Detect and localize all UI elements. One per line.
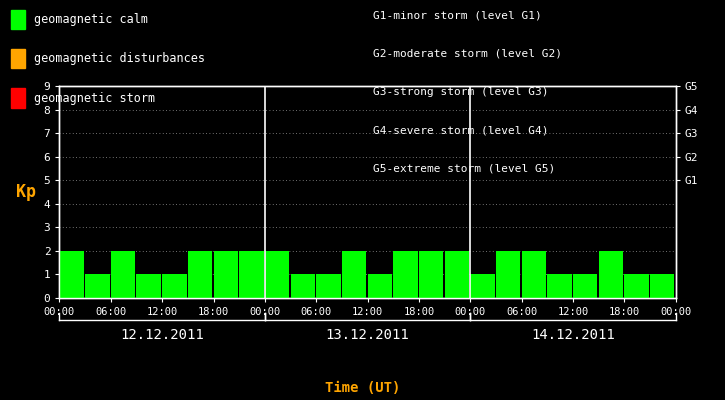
Bar: [573, 274, 597, 298]
Bar: [496, 251, 521, 298]
Bar: [239, 251, 264, 298]
Bar: [213, 251, 238, 298]
Bar: [162, 274, 186, 298]
Text: geomagnetic disturbances: geomagnetic disturbances: [34, 52, 205, 65]
Text: 14.12.2011: 14.12.2011: [531, 328, 615, 342]
Bar: [59, 251, 84, 298]
Bar: [393, 251, 418, 298]
Bar: [316, 274, 341, 298]
Bar: [368, 274, 392, 298]
Bar: [111, 251, 135, 298]
Bar: [136, 274, 161, 298]
Text: G4-severe storm (level G4): G4-severe storm (level G4): [373, 125, 549, 135]
Text: 13.12.2011: 13.12.2011: [326, 328, 410, 342]
Text: Kp: Kp: [15, 183, 36, 201]
Text: Time (UT): Time (UT): [325, 381, 400, 395]
Bar: [624, 274, 649, 298]
Text: G1-minor storm (level G1): G1-minor storm (level G1): [373, 10, 542, 20]
Text: geomagnetic calm: geomagnetic calm: [34, 13, 148, 26]
Bar: [85, 274, 109, 298]
Bar: [291, 274, 315, 298]
Bar: [650, 274, 674, 298]
Bar: [444, 251, 469, 298]
Bar: [265, 251, 289, 298]
Text: 12.12.2011: 12.12.2011: [120, 328, 204, 342]
Text: G3-strong storm (level G3): G3-strong storm (level G3): [373, 87, 549, 97]
Bar: [521, 251, 546, 298]
Bar: [471, 274, 494, 298]
Bar: [599, 251, 623, 298]
Bar: [419, 251, 443, 298]
Text: geomagnetic storm: geomagnetic storm: [34, 92, 155, 104]
Bar: [547, 274, 572, 298]
Bar: [342, 251, 366, 298]
Text: G5-extreme storm (level G5): G5-extreme storm (level G5): [373, 164, 555, 174]
Text: G2-moderate storm (level G2): G2-moderate storm (level G2): [373, 48, 563, 58]
Bar: [188, 251, 212, 298]
